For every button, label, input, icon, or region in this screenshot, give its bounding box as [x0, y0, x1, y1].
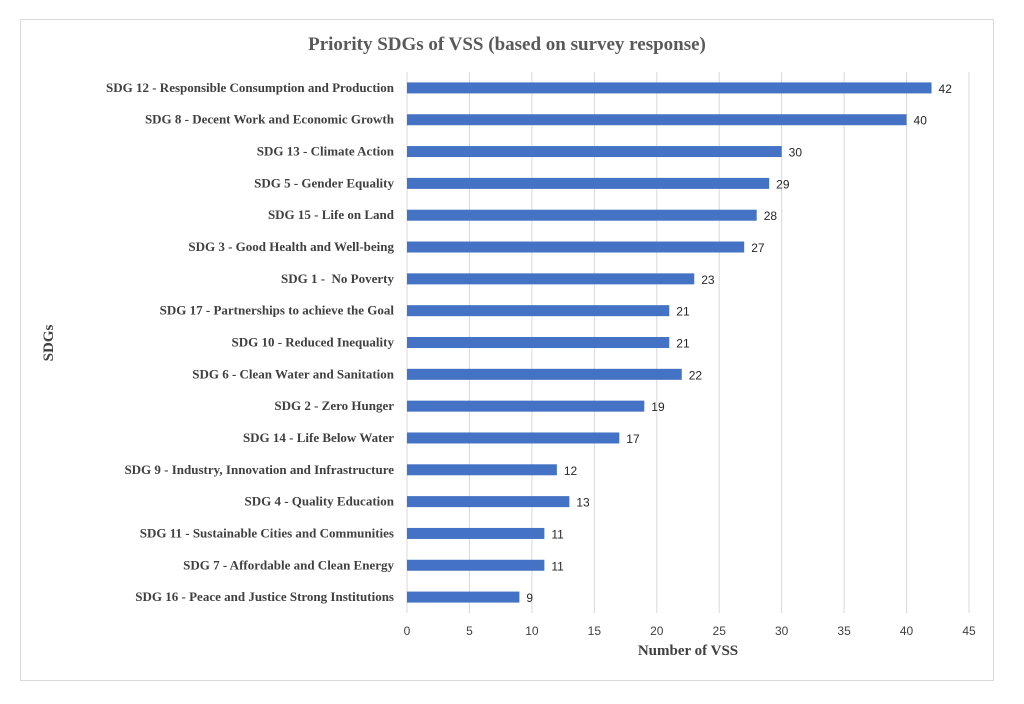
data-label: 11 — [551, 527, 564, 541]
bar — [407, 464, 557, 476]
x-tick-label: 25 — [713, 624, 727, 638]
x-tick-label: 5 — [466, 624, 473, 638]
x-tick-label: 45 — [962, 624, 976, 638]
bar — [407, 305, 670, 317]
data-label: 28 — [764, 209, 778, 223]
category-label: SDG 15 - Life on Land — [268, 207, 395, 222]
category-label: SDG 1 - No Poverty — [281, 271, 395, 286]
bar — [407, 114, 907, 126]
bar — [407, 337, 670, 348]
gridlines — [406, 72, 970, 613]
data-label: 29 — [776, 177, 790, 191]
y-axis-title: SDGs — [41, 325, 57, 362]
category-label: SDG 7 - Affordable and Clean Energy — [183, 557, 394, 572]
x-tick-label: 40 — [900, 624, 914, 638]
data-label: 17 — [626, 432, 640, 446]
chart-title: Priority SDGs of VSS (based on survey re… — [308, 34, 706, 55]
data-label: 12 — [564, 464, 578, 478]
x-tick-label: 0 — [404, 624, 411, 638]
category-label: SDG 9 - Industry, Innovation and Infrast… — [124, 462, 394, 477]
bar — [407, 591, 520, 603]
x-tick-label: 35 — [837, 624, 851, 638]
data-label: 40 — [914, 114, 928, 128]
bar — [407, 273, 695, 285]
category-label: SDG 14 - Life Below Water — [243, 430, 394, 445]
category-label: SDG 5 - Gender Equality — [254, 175, 394, 190]
data-label: 23 — [701, 273, 715, 287]
bar — [407, 146, 782, 158]
x-tick-label: 10 — [525, 624, 539, 638]
x-tick-labels: 0 5 10 15 20 25 30 35 40 45 — [404, 624, 976, 638]
x-tick-label: 30 — [775, 624, 789, 638]
category-label: SDG 11 - Sustainable Cities and Communit… — [140, 525, 394, 540]
bar — [407, 368, 682, 380]
bar — [407, 496, 570, 508]
category-label: SDG 8 - Decent Work and Economic Growth — [145, 112, 395, 127]
bars: 42 40 30 29 28 27 23 21 21 22 19 17 12 13 11 11 9 — [407, 82, 952, 605]
bar — [407, 527, 545, 539]
bar — [407, 559, 545, 571]
data-label: 21 — [676, 337, 690, 351]
data-label: 19 — [651, 400, 665, 414]
bar — [407, 241, 745, 253]
category-label: SDG 3 - Good Health and Well-being — [188, 239, 394, 254]
category-label: SDG 10 - Reduced Inequality — [231, 335, 394, 350]
bar — [407, 177, 770, 189]
bar — [407, 432, 620, 444]
category-label: SDG 17 - Partnerships to achieve the Goa… — [160, 303, 395, 318]
category-label: SDG 12 - Responsible Consumption and Pro… — [106, 80, 395, 95]
data-label: 22 — [689, 368, 703, 382]
category-label: SDG 16 - Peace and Justice Strong Instit… — [135, 589, 394, 604]
data-label: 11 — [551, 559, 564, 573]
data-label: 9 — [526, 591, 533, 605]
bar — [407, 209, 757, 221]
data-label: 27 — [751, 241, 765, 255]
x-tick-label: 15 — [588, 624, 602, 638]
data-label: 42 — [939, 82, 953, 96]
x-axis-title: Number of VSS — [638, 643, 738, 659]
bar — [407, 82, 932, 94]
bar — [407, 400, 645, 412]
x-tick-label: 20 — [650, 624, 664, 638]
category-label: SDG 2 - Zero Hunger — [274, 398, 394, 413]
category-label: SDG 4 - Quality Education — [244, 494, 394, 509]
data-label: 30 — [789, 146, 803, 160]
data-label: 21 — [676, 305, 690, 319]
category-labels: SDG 12 - Responsible Consumption and Pro… — [106, 80, 395, 604]
data-label: 13 — [576, 496, 590, 510]
category-label: SDG 6 - Clean Water and Sanitation — [192, 366, 395, 381]
category-label: SDG 13 - Climate Action — [257, 144, 395, 159]
